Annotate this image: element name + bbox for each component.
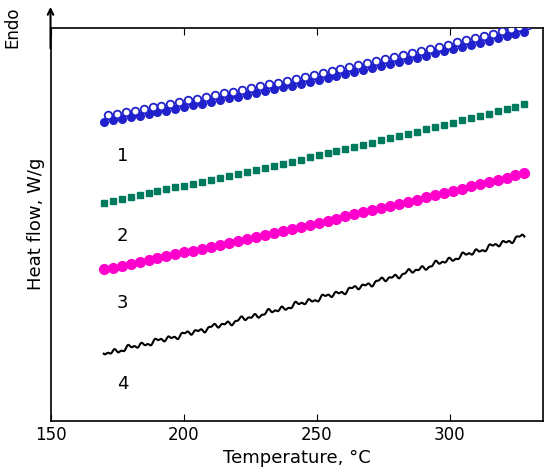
Text: 1: 1 (117, 147, 129, 165)
Text: 2: 2 (117, 228, 129, 246)
Text: 4: 4 (117, 375, 129, 393)
X-axis label: Temperature, °C: Temperature, °C (223, 449, 371, 467)
Y-axis label: Heat flow, W/g: Heat flow, W/g (27, 158, 45, 291)
Text: Endo: Endo (3, 7, 21, 48)
Text: 3: 3 (117, 294, 129, 312)
